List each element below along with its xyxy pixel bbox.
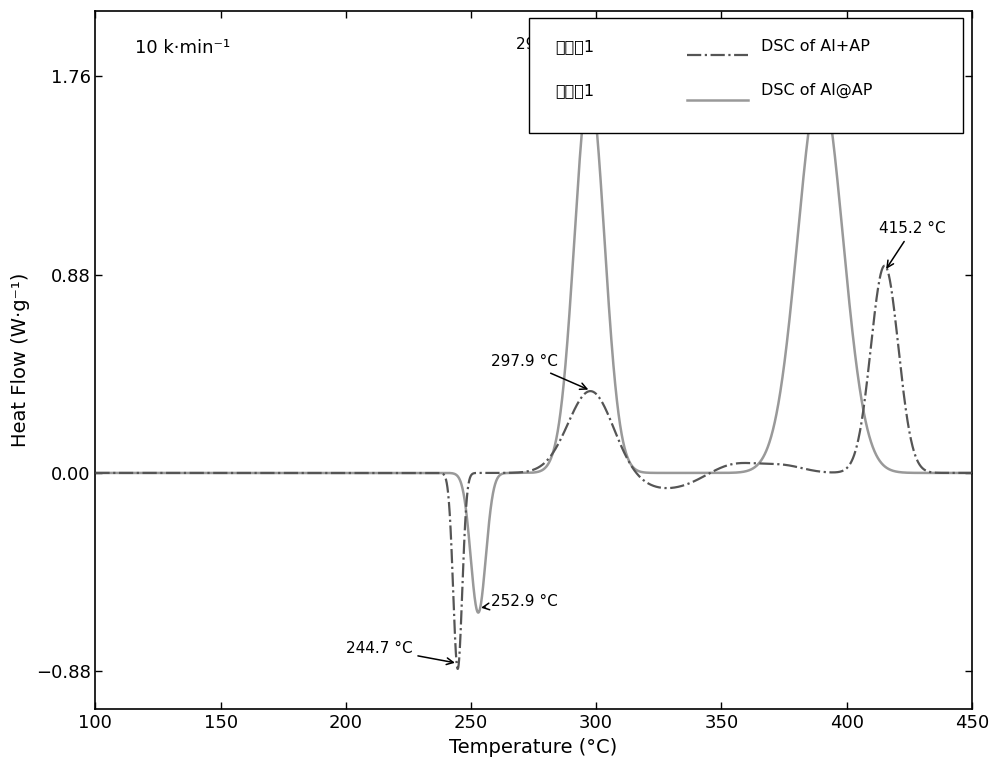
Text: 244.7 °C: 244.7 °C (346, 641, 453, 664)
Text: 实施例1: 实施例1 (555, 83, 595, 98)
Text: 297.3 °C: 297.3 °C (516, 37, 586, 83)
Text: 252.9 °C: 252.9 °C (483, 594, 558, 610)
Text: DSC of Al+AP: DSC of Al+AP (761, 39, 870, 54)
FancyBboxPatch shape (529, 18, 963, 134)
Y-axis label: Heat Flow (W·g⁻¹): Heat Flow (W·g⁻¹) (11, 273, 30, 448)
Text: 415.2 °C: 415.2 °C (879, 221, 946, 267)
Text: 389.5 °C: 389.5 °C (766, 23, 833, 78)
Text: 297.9 °C: 297.9 °C (491, 354, 587, 389)
Text: DSC of Al@AP: DSC of Al@AP (761, 83, 873, 98)
Text: 对比例1: 对比例1 (555, 39, 595, 54)
Text: 10 k·min⁻¹: 10 k·min⁻¹ (135, 39, 230, 57)
X-axis label: Temperature (°C): Temperature (°C) (449, 738, 618, 757)
